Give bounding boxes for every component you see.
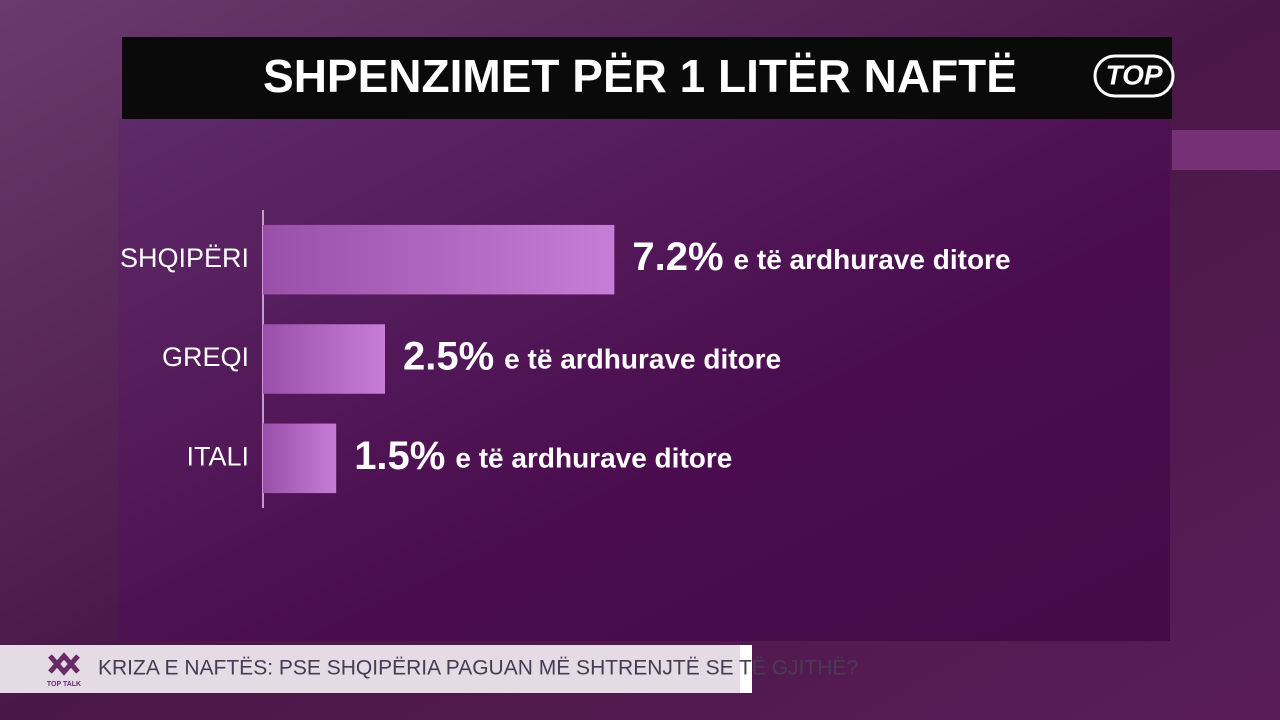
title-bar xyxy=(122,37,1172,119)
value-label-note: e të ardhurave ditore xyxy=(504,343,781,374)
ticker-end xyxy=(740,645,752,693)
value-label: 2.5% xyxy=(403,335,494,379)
bar xyxy=(263,423,337,494)
logo-text: TOP xyxy=(1105,59,1162,90)
category-label: SHQIPËRI xyxy=(120,243,249,273)
value-label: 1.5% xyxy=(354,434,445,478)
background-light xyxy=(1172,130,1280,170)
category-label: GREQI xyxy=(162,342,249,372)
ticker-bar xyxy=(0,645,740,693)
ticker-headline: KRIZA E NAFTËS: PSE SHQIPËRIA PAGUAN MË … xyxy=(98,657,858,680)
value-label: 7.2% xyxy=(632,235,723,279)
bar xyxy=(263,324,385,394)
value-label-note: e të ardhurave ditore xyxy=(455,443,732,474)
show-logo-icon xyxy=(48,652,80,676)
value-label-note: e të ardhurave ditore xyxy=(734,244,1011,275)
logo: TOP xyxy=(1093,54,1175,98)
chart: SHQIPËRI 7.2% e të ardhurave ditore GREQI 2.… xyxy=(120,210,1011,508)
chart-title: SHPENZIMET PËR 1 LITËR NAFTË xyxy=(263,50,1017,102)
logo-shape xyxy=(1093,54,1175,98)
category-label: ITALI xyxy=(186,441,249,471)
bar xyxy=(263,224,615,295)
show-logo-text: TOP TALK xyxy=(47,681,81,688)
